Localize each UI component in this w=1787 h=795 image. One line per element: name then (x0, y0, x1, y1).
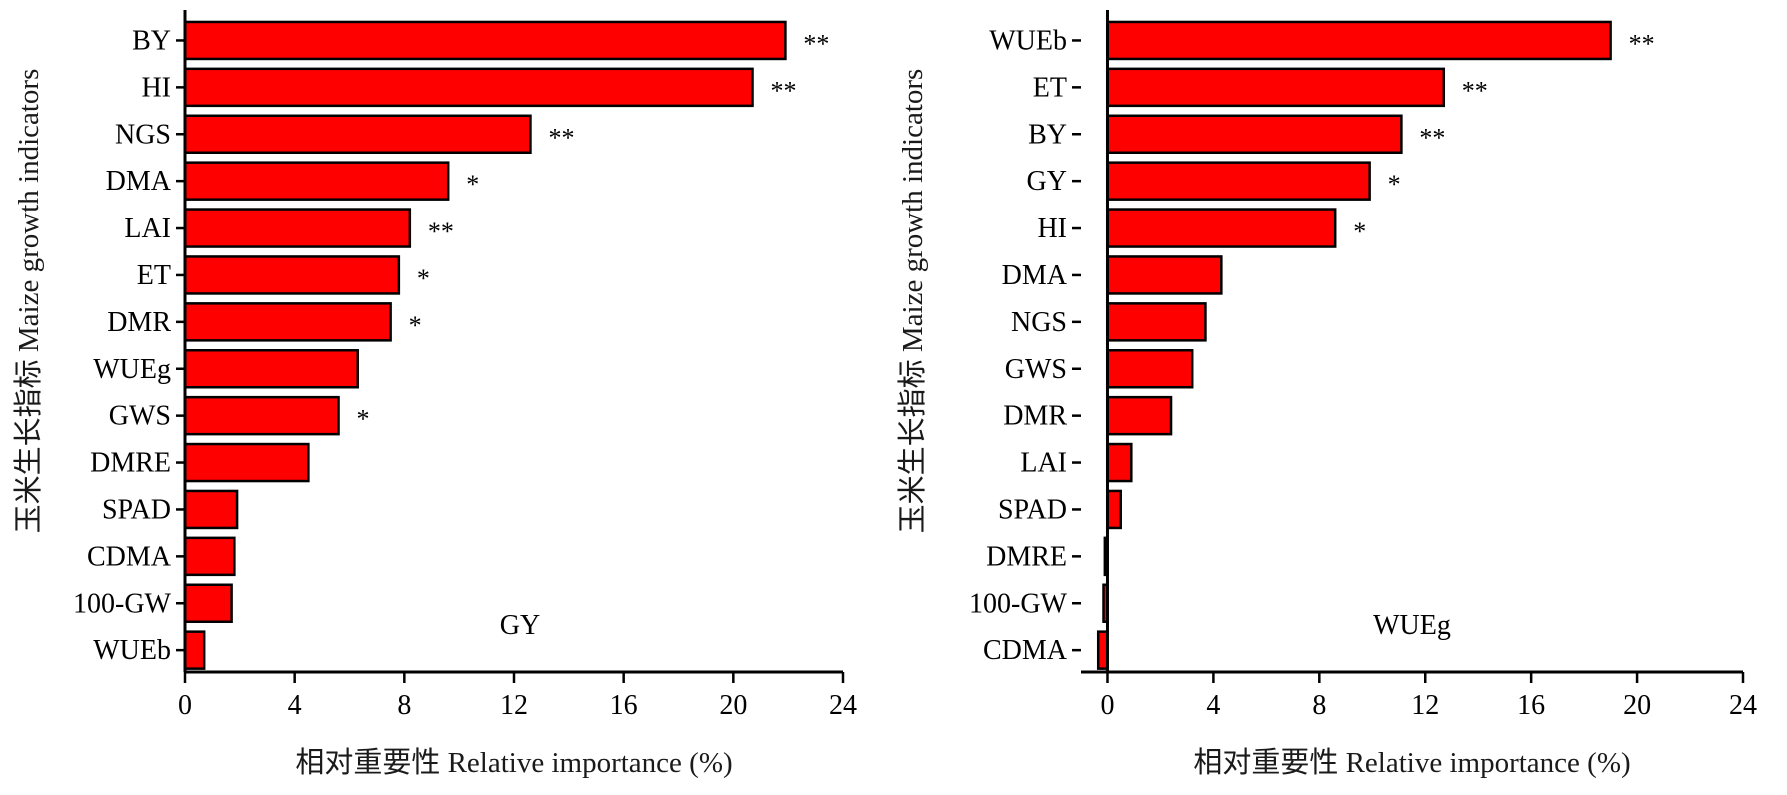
x-tick-label: 0 (178, 690, 192, 721)
significance-marker: * (466, 170, 479, 199)
bar-et (1106, 67, 1446, 108)
bar-by (1106, 114, 1403, 154)
bar-hi (1106, 208, 1337, 248)
category-label-wueg: WUEg (93, 354, 171, 385)
category-label-100-gw: 100-GW (73, 588, 172, 619)
x-axis-title: 相对重要性 Relative importance (%) (295, 746, 732, 779)
category-label-gy: GY (1027, 166, 1067, 197)
bar-gws (183, 395, 340, 436)
significance-marker: * (417, 264, 430, 293)
bar-dmre (183, 442, 310, 483)
panel-label: WUEg (1373, 610, 1451, 641)
x-tick-label: 4 (1206, 690, 1220, 721)
bar-dmr (183, 302, 392, 342)
bar-100-gw (183, 583, 233, 623)
category-label-cdma: CDMA (87, 541, 172, 572)
category-label-et: ET (137, 260, 171, 291)
category-label-et: ET (1033, 72, 1067, 103)
bar-lai (183, 208, 412, 248)
category-label-dmre: DMRE (90, 448, 171, 479)
bar-ngs (1106, 302, 1207, 342)
bar-et (183, 255, 401, 295)
category-label-cdma: CDMA (983, 635, 1068, 666)
significance-marker: * (1353, 217, 1366, 246)
bar-lai (1106, 442, 1133, 483)
category-label-lai: LAI (124, 213, 171, 244)
panel-label: GY (500, 610, 540, 641)
bar-ngs (183, 114, 532, 154)
bar-cdma (183, 536, 236, 577)
category-label-wueb: WUEb (989, 25, 1067, 56)
significance-marker: ** (1629, 29, 1655, 58)
bar-spad (183, 489, 239, 530)
category-label-lai: LAI (1020, 448, 1067, 479)
x-tick-label: 24 (829, 690, 857, 721)
x-tick-label: 8 (1312, 690, 1326, 721)
category-label-gws: GWS (109, 401, 171, 432)
x-tick-label: 12 (500, 690, 528, 721)
category-label-gws: GWS (1005, 354, 1067, 385)
category-label-by: BY (1028, 119, 1067, 150)
bar-wueb (1106, 20, 1612, 61)
panel-wueg: WUEb ** ET ** BY ** GY * HI * DMA NGS GWS DMR LAI SPAD D… (896, 10, 1757, 779)
x-tick-label: 24 (1729, 690, 1757, 721)
category-label-wueb: WUEb (93, 635, 171, 666)
category-label-dmr: DMR (1003, 401, 1067, 432)
bar-dma (1106, 255, 1223, 295)
y-axis-title: 玉米生长指标 Maize growth indicators (12, 69, 45, 534)
bar-dmr (1106, 395, 1173, 436)
significance-marker: * (357, 405, 370, 434)
category-label-100-gw: 100-GW (969, 588, 1068, 619)
category-label-dmre: DMRE (986, 541, 1067, 572)
category-label-hi: HI (1037, 213, 1067, 244)
category-label-dmr: DMR (107, 307, 171, 338)
panel-gy: BY ** HI ** NGS ** DMA * LAI ** ET * DMR * WUEg GWS * DMR… (12, 10, 857, 779)
significance-marker: * (409, 311, 422, 340)
category-label-hi: HI (141, 72, 171, 103)
x-tick-label: 16 (610, 690, 638, 721)
significance-marker: ** (428, 217, 454, 246)
bar-gy (1106, 161, 1371, 201)
x-tick-label: 16 (1517, 690, 1545, 721)
bar-spad (1106, 489, 1122, 530)
y-axis-title: 玉米生长指标 Maize growth indicators (896, 69, 929, 534)
significance-marker: * (1388, 170, 1401, 199)
x-axis-title: 相对重要性 Relative importance (%) (1193, 746, 1630, 779)
x-tick-label: 4 (288, 690, 302, 721)
category-label-dma: DMA (106, 166, 172, 197)
bar-gws (1106, 349, 1194, 389)
significance-marker: ** (548, 123, 574, 152)
x-tick-label: 20 (719, 690, 747, 721)
bar-wueb (183, 630, 206, 670)
bar-hi (183, 67, 754, 108)
significance-marker: ** (1462, 76, 1488, 105)
x-tick-label: 20 (1623, 690, 1651, 721)
category-label-by: BY (132, 25, 171, 56)
x-tick-label: 12 (1411, 690, 1439, 721)
category-label-ngs: NGS (115, 119, 171, 150)
category-label-dma: DMA (1002, 260, 1068, 291)
significance-marker: ** (771, 76, 797, 105)
bar-by (183, 20, 787, 61)
bar-dma (183, 161, 450, 201)
x-tick-label: 8 (397, 690, 411, 721)
bar-wueg (183, 349, 359, 389)
category-label-spad: SPAD (998, 494, 1067, 525)
significance-marker: ** (803, 29, 829, 58)
significance-marker: ** (1419, 123, 1445, 152)
category-label-spad: SPAD (102, 494, 171, 525)
x-tick-label: 0 (1100, 690, 1114, 721)
category-label-ngs: NGS (1011, 307, 1067, 338)
